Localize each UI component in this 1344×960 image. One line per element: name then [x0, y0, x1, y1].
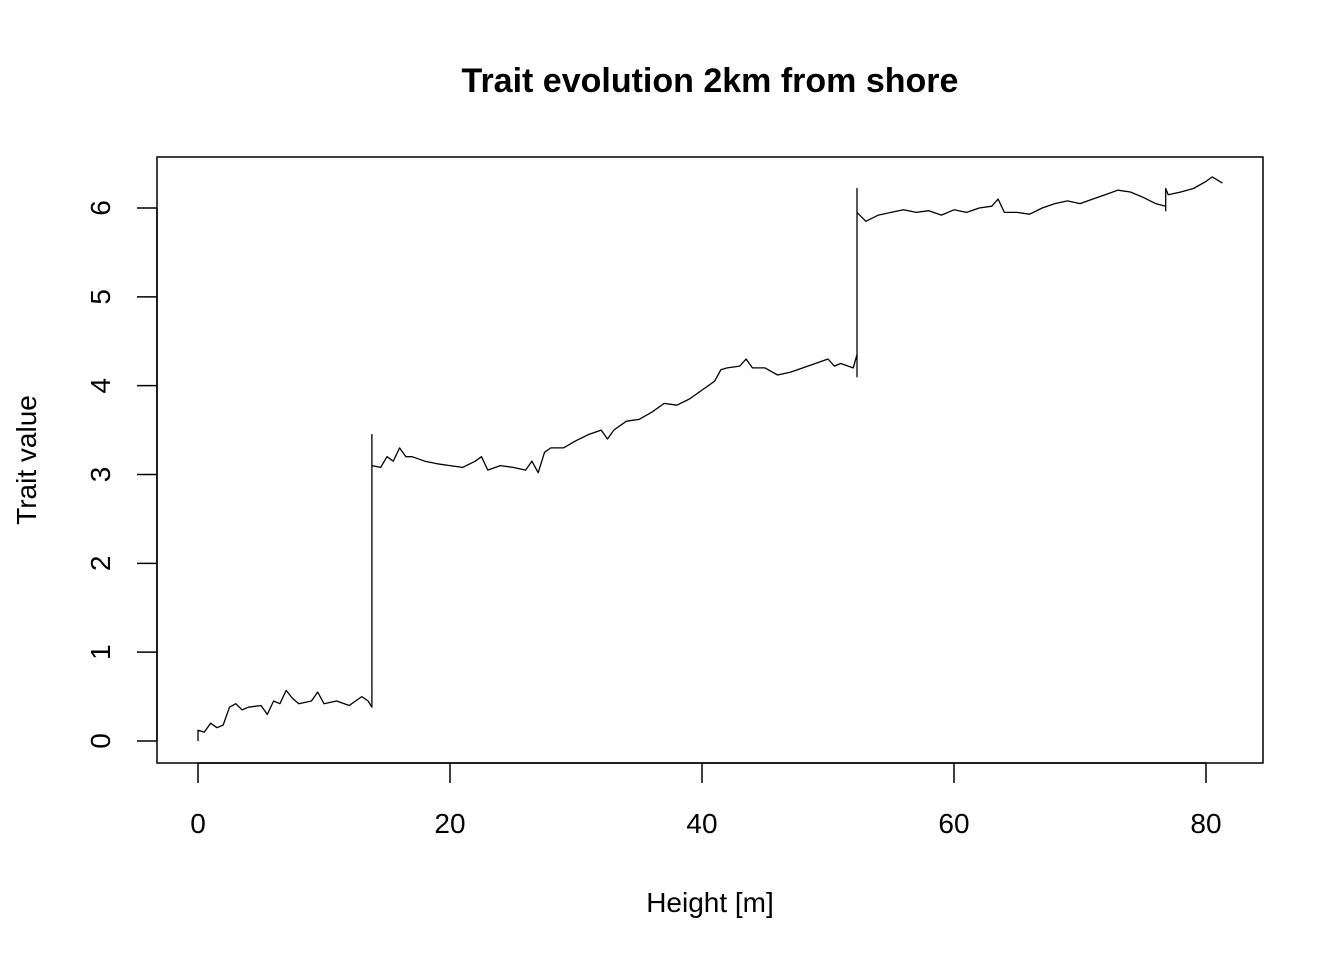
y-tick-label: 4 — [85, 378, 116, 394]
x-axis-title: Height [m] — [646, 887, 774, 918]
x-tick-label: 40 — [686, 808, 717, 839]
y-tick-label: 0 — [85, 733, 116, 749]
x-tick-label: 60 — [938, 808, 969, 839]
plot-frame — [156, 156, 1264, 764]
y-tick-label: 2 — [85, 556, 116, 572]
y-axis: 0 1 2 3 4 5 6 — [85, 200, 158, 749]
x-tick-label: 0 — [190, 808, 206, 839]
y-tick-label: 3 — [85, 467, 116, 483]
y-axis-title: Trait value — [11, 395, 42, 525]
x-axis: 0 20 40 60 80 — [190, 762, 1222, 839]
x-tick-label: 20 — [434, 808, 465, 839]
series-line-trait — [197, 176, 1223, 741]
y-tick-label: 5 — [85, 289, 116, 305]
x-tick-label: 80 — [1190, 808, 1221, 839]
y-tick-label: 6 — [85, 200, 116, 216]
chart-title: Trait evolution 2km from shore — [462, 62, 959, 100]
y-tick-label: 1 — [85, 644, 116, 660]
